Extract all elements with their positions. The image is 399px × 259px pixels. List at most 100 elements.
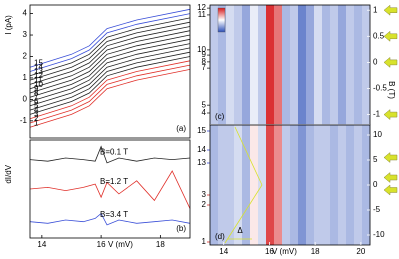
x-tick-label: 18 [311, 247, 320, 256]
heat-cell [218, 125, 227, 245]
y-tick-label: 0 [23, 94, 28, 103]
y-tick-label: 0 [373, 180, 378, 189]
curve [29, 60, 191, 120]
y-tick-label: -1 [373, 110, 381, 119]
marker-label: 3 [202, 190, 207, 199]
panel-label: (d) [215, 232, 225, 241]
y-tick-label: 2 [23, 52, 28, 61]
y-tick-label: -5 [373, 205, 381, 214]
y-tick-label: -1 [20, 116, 28, 125]
arrow [383, 151, 398, 164]
x-tick-label: 16 [97, 240, 106, 249]
x-axis-label: V (mV) [272, 247, 297, 256]
y-tick-label: 0 [373, 58, 378, 67]
heat-cell [290, 125, 299, 245]
panel-label: (b) [176, 224, 186, 233]
curve [29, 51, 191, 111]
heat-cell [306, 125, 315, 245]
heat-cell [314, 125, 323, 245]
y-tick-label: 10 [373, 130, 382, 139]
heat-cell [346, 5, 355, 125]
series-label: 7 [34, 93, 39, 102]
heat-cell [234, 125, 243, 245]
series-label: 2 [34, 114, 39, 123]
heat-cell [274, 5, 283, 125]
curve [29, 38, 191, 98]
heat-cell [306, 5, 315, 125]
x-axis-label: V (mV) [108, 240, 133, 249]
heat-cell [250, 5, 259, 125]
x-tick-label: 14 [37, 240, 46, 249]
marker-label: 13 [197, 158, 206, 167]
curve [29, 8, 191, 68]
arrow [383, 184, 398, 196]
marker-label: 8 [202, 57, 207, 66]
x-tick-label: 18 [156, 240, 165, 249]
marker-label: 14 [197, 145, 206, 154]
y-tick-label: -10 [373, 230, 385, 239]
curve [29, 43, 191, 102]
y-tick-label: 3 [23, 30, 28, 39]
y-tick-label: 4 [23, 9, 28, 18]
series-label: 11 [34, 75, 43, 84]
x-tick-label: 14 [219, 247, 228, 256]
heat-cell [274, 125, 283, 245]
curve [29, 26, 191, 85]
y-tick-label: 1 [23, 73, 28, 82]
curve [29, 145, 191, 164]
heat-cell [226, 125, 235, 245]
heat-cell [234, 5, 243, 125]
marker-label: 12 [197, 3, 206, 12]
panel-label: (c) [215, 112, 225, 121]
heat-cell [266, 5, 275, 125]
heat-cell [354, 5, 363, 125]
curve [29, 212, 191, 226]
heat-cell [266, 125, 275, 245]
panel-frame [29, 139, 191, 239]
arrow [383, 171, 398, 184]
arrow [383, 4, 398, 16]
series-label: 9 [34, 84, 39, 93]
y-tick-label: 0.5 [373, 31, 385, 40]
series-label: 15 [34, 58, 43, 67]
marker-label: 2 [202, 200, 207, 209]
marker-label: 9 [202, 50, 207, 59]
arrow [383, 30, 398, 42]
heat-cell [298, 5, 307, 125]
heat-cell [210, 5, 219, 125]
heat-cell [282, 125, 291, 245]
guide-line [234, 126, 263, 186]
guide-line [224, 184, 263, 244]
arrow [383, 109, 398, 121]
heat-cell [258, 5, 267, 125]
heat-cell [250, 125, 259, 245]
series-label: 1 [34, 118, 39, 127]
series-label: B=3.4 T [100, 210, 128, 219]
marker-label: 15 [197, 126, 206, 135]
curve [29, 13, 191, 72]
y-tick-label: 1 [373, 5, 378, 14]
series-label: 14 [34, 63, 43, 72]
curve [29, 56, 191, 115]
heat-cell [282, 5, 291, 125]
series-label: 13 [34, 67, 43, 76]
heat-cell [242, 125, 251, 245]
marker-label: 5 [202, 100, 207, 109]
heat-cell [226, 5, 235, 125]
heat-cell [322, 125, 331, 245]
curve [29, 69, 191, 128]
series-label: 12 [34, 71, 43, 80]
heat-cell [330, 125, 339, 245]
arrow [383, 56, 398, 68]
marker-label: 7 [202, 63, 207, 72]
marker-label: 4 [202, 108, 207, 117]
series-label: 10 [34, 80, 43, 89]
heat-cell [242, 5, 251, 125]
y-tick-label: -0.5 [373, 84, 387, 93]
series-label: 6 [34, 97, 39, 106]
heat-cell [362, 5, 371, 125]
heat-cell [330, 5, 339, 125]
marker-label: 10 [197, 45, 206, 54]
